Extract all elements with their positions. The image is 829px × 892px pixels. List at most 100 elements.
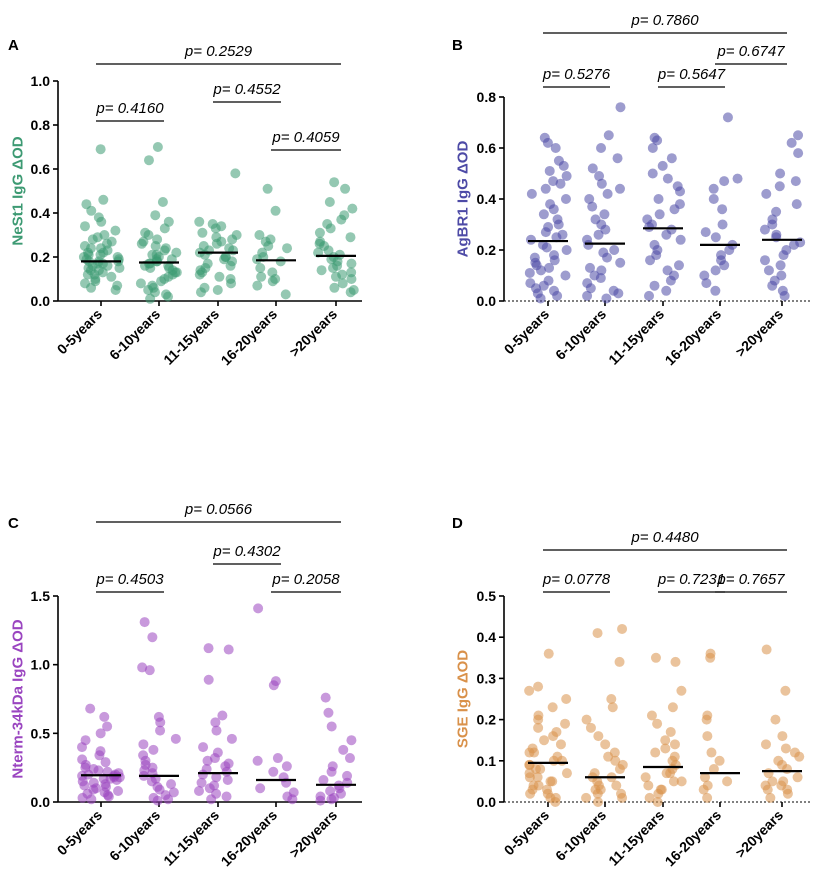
- data-point: [649, 280, 660, 291]
- data-point: [652, 797, 663, 807]
- data-point: [724, 245, 735, 255]
- p-value-label: p= 0.7657: [716, 571, 785, 588]
- y-tick-label: 0.5: [477, 588, 497, 604]
- data-point: [549, 255, 560, 266]
- y-tick-label: 0.0: [477, 794, 497, 810]
- data-point: [584, 262, 595, 273]
- data-point: [152, 795, 163, 806]
- data-point: [346, 274, 357, 284]
- data-point: [581, 792, 592, 803]
- data-point: [699, 772, 710, 783]
- category-label: 6-10years: [552, 306, 609, 363]
- data-point: [166, 779, 177, 790]
- y-tick-label: 1.0: [31, 657, 51, 673]
- data-point: [150, 241, 161, 251]
- p-value-label: p= 0.5647: [657, 66, 726, 83]
- data-point: [719, 260, 730, 271]
- data-point: [675, 186, 686, 197]
- data-point: [771, 206, 782, 217]
- data-point: [617, 623, 628, 634]
- p-value-label: p= 0.0566: [184, 501, 253, 518]
- data-point: [315, 795, 326, 806]
- data-point: [210, 223, 221, 234]
- y-tick-label: 1.0: [31, 73, 51, 89]
- data-point: [226, 733, 237, 744]
- data-point: [253, 603, 264, 614]
- data-point: [560, 270, 571, 281]
- data-point: [168, 787, 179, 798]
- data-point: [217, 710, 228, 721]
- y-tick-label: 0.5: [31, 725, 51, 741]
- data-point: [222, 775, 233, 786]
- data-point: [614, 656, 625, 667]
- data-point: [761, 644, 772, 655]
- data-point: [346, 735, 357, 746]
- panel-D: D SGE IgG ΔOD 0.0 0.1 0.2 0.3 0.4 0.5 0-5years 6-…: [452, 515, 812, 869]
- data-point: [774, 181, 785, 192]
- data-point: [777, 731, 788, 742]
- category-label: 16-20years: [662, 306, 725, 369]
- data-point: [762, 784, 773, 795]
- data-point: [717, 204, 728, 215]
- data-point: [538, 280, 549, 291]
- data-point: [159, 245, 170, 256]
- data-point: [113, 786, 124, 797]
- data-point: [548, 755, 559, 766]
- data-point: [660, 735, 671, 746]
- data-point: [775, 168, 786, 179]
- data-point: [138, 739, 149, 750]
- data-point: [770, 714, 781, 725]
- data-point: [640, 772, 651, 783]
- data-point: [603, 130, 614, 141]
- data-point: [268, 766, 279, 777]
- data-point: [763, 265, 774, 276]
- data-point: [710, 232, 721, 243]
- y-tick-label: 0.0: [31, 794, 51, 810]
- data-point: [139, 617, 150, 628]
- data-point: [270, 205, 281, 216]
- data-point: [652, 135, 663, 146]
- data-point: [652, 718, 663, 729]
- data-point: [211, 772, 222, 783]
- data-point: [86, 794, 97, 805]
- p-value-label: p= 0.7231: [657, 571, 725, 588]
- data-point: [345, 287, 356, 298]
- data-point: [152, 142, 163, 152]
- category-label: 11-15years: [160, 306, 222, 368]
- data-point: [110, 225, 121, 236]
- data-point: [533, 681, 544, 692]
- data-point: [103, 791, 114, 802]
- data-point: [676, 685, 687, 696]
- data-point: [268, 680, 279, 691]
- data-point: [538, 209, 549, 220]
- data-point: [650, 747, 661, 758]
- y-axis-label: AgBR1 IgG ΔOD: [455, 141, 472, 258]
- data-point: [106, 271, 117, 282]
- data-point: [647, 168, 658, 179]
- data-point: [583, 239, 594, 250]
- data-point: [225, 260, 236, 271]
- data-point: [553, 219, 564, 230]
- data-point: [87, 234, 98, 245]
- category-label: 6-10years: [106, 306, 163, 363]
- data-point: [77, 792, 88, 803]
- data-point: [320, 692, 331, 703]
- data-point: [793, 148, 804, 159]
- data-point: [252, 280, 263, 291]
- data-point: [594, 171, 605, 182]
- p-value-label: p= 0.7860: [630, 12, 699, 29]
- data-point: [561, 245, 572, 255]
- p-value-label: p= 0.4503: [95, 571, 164, 588]
- category-label: 6-10years: [552, 807, 609, 864]
- data-point: [198, 742, 209, 753]
- data-point: [722, 776, 733, 787]
- category-label: >20years: [732, 807, 786, 861]
- data-point: [137, 662, 148, 673]
- data-point: [717, 219, 728, 230]
- data-point: [316, 265, 327, 276]
- category-label: 0-5years: [501, 306, 553, 358]
- data-point: [533, 714, 544, 725]
- data-point: [197, 227, 208, 238]
- data-point: [710, 265, 721, 276]
